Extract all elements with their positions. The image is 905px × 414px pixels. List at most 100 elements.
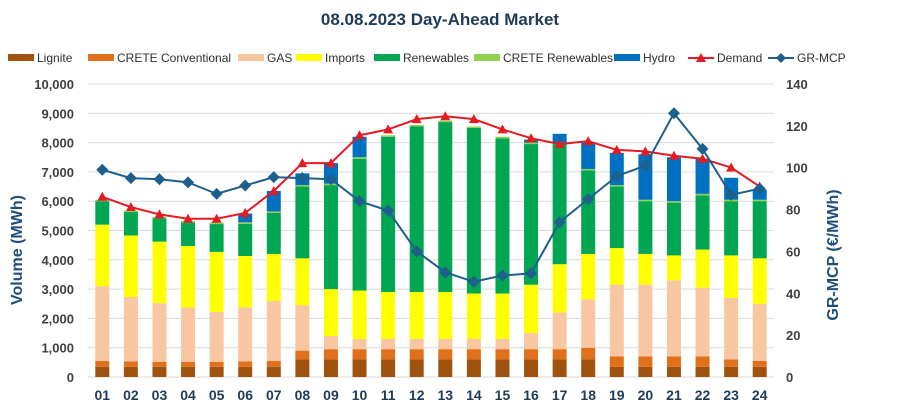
- bar-crete-conventional: [409, 349, 424, 360]
- x-tick-label: 23: [723, 387, 739, 403]
- bar-lignite: [466, 359, 481, 377]
- bar-crete-renewables: [409, 125, 424, 127]
- bar-lignite: [238, 366, 253, 377]
- bar-imports: [295, 258, 310, 306]
- y2-tick-label: 40: [786, 286, 800, 301]
- gr-mcp-point: [667, 107, 680, 120]
- x-tick-label: 06: [237, 387, 253, 403]
- bar-gas: [381, 338, 396, 350]
- bar-lignite: [752, 366, 767, 377]
- bar-lignite: [724, 366, 739, 377]
- bar-hydro: [352, 136, 367, 158]
- y-tick-label: 7,000: [41, 165, 74, 180]
- legend-item: Demand: [688, 51, 762, 65]
- y2-tick-label: 80: [786, 203, 800, 218]
- bar-imports: [552, 264, 567, 313]
- gr-mcp-point: [639, 159, 652, 172]
- bar-lignite: [581, 359, 596, 377]
- bar-crete-renewables: [666, 201, 681, 203]
- y-tick-label: 3,000: [41, 282, 74, 297]
- bar-crete-conventional: [209, 361, 224, 367]
- bar-crete-renewables: [352, 157, 367, 159]
- gr-mcp-point: [496, 269, 509, 282]
- demand-point: [297, 158, 308, 168]
- bar-crete-renewables: [466, 126, 481, 128]
- y-tick-label: 10,000: [34, 77, 74, 92]
- bar-crete-conventional: [181, 361, 196, 367]
- legend-swatch: [296, 54, 322, 61]
- x-tick-label: 10: [352, 387, 368, 403]
- gr-mcp-point: [410, 245, 423, 258]
- bar-lignite: [609, 366, 624, 377]
- gr-mcp-point: [210, 187, 223, 200]
- x-tick-label: 24: [752, 387, 768, 403]
- y-tick-label: 1,000: [41, 341, 74, 356]
- bar-renewables: [266, 212, 281, 254]
- bar-lignite: [695, 366, 710, 377]
- bar-crete-conventional: [524, 349, 539, 360]
- gr-mcp-point: [610, 170, 623, 183]
- stacked-bars: [95, 120, 767, 377]
- demand-point: [211, 213, 222, 223]
- gr-mcp-point: [467, 275, 480, 288]
- bar-gas: [209, 311, 224, 362]
- gr-mcp-point: [582, 193, 595, 206]
- bar-imports: [266, 253, 281, 301]
- bar-imports: [466, 293, 481, 339]
- demand-point: [468, 114, 479, 124]
- bar-gas: [352, 338, 367, 350]
- legend: Lignite CRETE Conventional GAS Imports Renew…: [8, 51, 846, 65]
- bar-crete-renewables: [238, 222, 253, 224]
- legend-item: Hydro: [614, 51, 675, 65]
- bar-renewables: [409, 126, 424, 293]
- x-tick-label: 21: [666, 387, 682, 403]
- bar-lignite: [495, 359, 510, 377]
- bar-gas: [323, 335, 338, 350]
- y-tick-label: 5,000: [41, 224, 74, 239]
- bar-lignite: [181, 366, 196, 377]
- bar-imports: [95, 224, 110, 287]
- x-tick-label: 19: [609, 387, 625, 403]
- x-tick-label: 22: [695, 387, 711, 403]
- legend-item: GR-MCP: [768, 51, 846, 65]
- bar-gas: [666, 280, 681, 357]
- demand-point: [611, 144, 622, 154]
- gr-mcp-point: [239, 179, 252, 192]
- legend-label: GAS: [267, 51, 292, 65]
- bar-imports: [638, 253, 653, 285]
- demand-point: [268, 185, 279, 195]
- bar-lignite: [666, 366, 681, 377]
- demand-point: [497, 124, 508, 134]
- bar-imports: [323, 289, 338, 336]
- bar-gas: [466, 338, 481, 350]
- bar-crete-conventional: [638, 356, 653, 367]
- legend-swatch: [238, 54, 264, 61]
- bar-renewables: [581, 170, 596, 254]
- x-axis: 01 02 03 04 05 06 07 08 09 10 11 12 13 14 15 16 17 18 19 20…: [95, 387, 768, 403]
- bar-gas: [724, 297, 739, 360]
- legend-label: Lignite: [37, 51, 73, 65]
- bar-crete-renewables: [638, 199, 653, 202]
- bar-crete-conventional: [552, 349, 567, 360]
- bar-crete-renewables: [438, 120, 453, 123]
- legend-marker: [696, 53, 706, 62]
- bar-renewables: [638, 201, 653, 254]
- y-tick-label: 6,000: [41, 194, 74, 209]
- bar-gas: [552, 312, 567, 350]
- bar-gas: [695, 287, 710, 357]
- bar-renewables: [352, 158, 367, 291]
- y-tick-label: 0: [67, 370, 74, 385]
- demand-point: [354, 130, 365, 140]
- bar-crete-conventional: [295, 350, 310, 360]
- bar-gas: [752, 303, 767, 361]
- bar-imports: [181, 246, 196, 308]
- bar-crete-conventional: [238, 361, 253, 367]
- gr-mcp-point: [725, 188, 738, 201]
- legend-label: Renewables: [403, 51, 469, 65]
- bar-renewables: [123, 212, 138, 236]
- x-tick-label: 08: [295, 387, 311, 403]
- bar-hydro: [552, 133, 567, 143]
- bar-imports: [352, 290, 367, 339]
- bar-imports: [724, 255, 739, 298]
- bar-gas: [266, 300, 281, 361]
